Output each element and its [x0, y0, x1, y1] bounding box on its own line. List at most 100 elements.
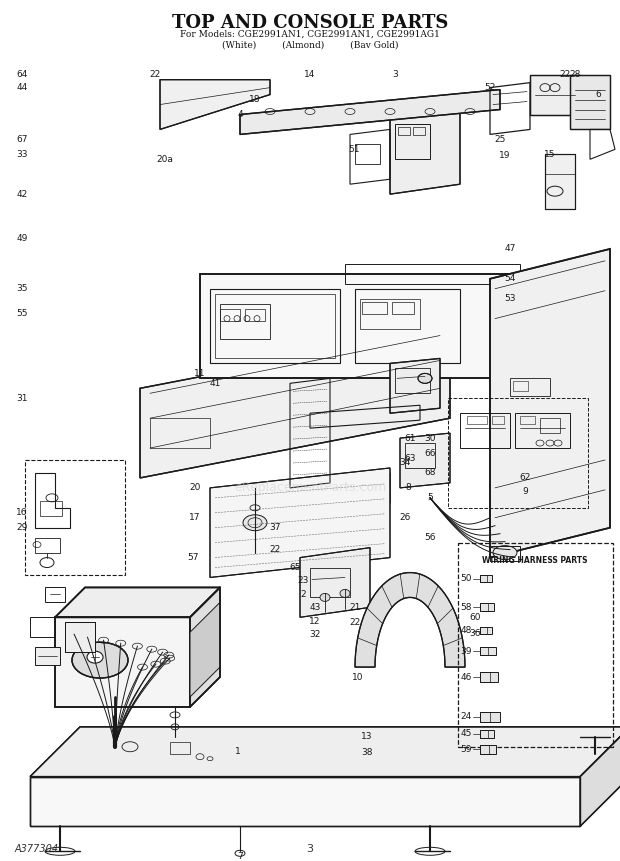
Polygon shape	[35, 647, 60, 665]
Text: 11: 11	[194, 369, 206, 378]
Text: 19: 19	[499, 151, 511, 160]
Polygon shape	[55, 617, 190, 707]
Bar	[448, 399, 588, 508]
Polygon shape	[355, 473, 390, 508]
Text: 68: 68	[424, 468, 436, 478]
Bar	[480, 628, 487, 635]
Text: 54: 54	[504, 275, 516, 283]
Bar	[480, 575, 487, 582]
Bar	[25, 460, 125, 574]
Bar	[395, 369, 430, 393]
Ellipse shape	[418, 374, 432, 383]
Text: 7: 7	[237, 852, 243, 861]
Bar	[480, 745, 489, 753]
Text: 63: 63	[404, 454, 416, 462]
Bar	[510, 378, 550, 396]
Polygon shape	[190, 587, 220, 707]
Text: 61: 61	[404, 434, 416, 443]
Text: 39: 39	[461, 647, 472, 656]
Polygon shape	[30, 777, 580, 827]
Text: 21: 21	[349, 603, 361, 612]
Text: 32: 32	[309, 629, 321, 639]
Text: 53: 53	[504, 294, 516, 303]
Text: 35: 35	[16, 284, 28, 294]
Text: 2: 2	[300, 590, 306, 599]
Text: 51: 51	[348, 145, 360, 154]
Text: 8: 8	[405, 483, 411, 492]
Bar	[480, 575, 492, 582]
Text: 50: 50	[461, 574, 472, 584]
Text: A377304: A377304	[15, 845, 59, 854]
Text: 64: 64	[16, 71, 28, 79]
Bar	[480, 712, 490, 722]
Text: 52: 52	[484, 84, 495, 92]
Text: 46: 46	[461, 672, 472, 682]
Bar	[480, 730, 488, 738]
Text: 66: 66	[424, 449, 436, 457]
Text: 29: 29	[16, 523, 28, 532]
Bar	[490, 546, 520, 561]
Text: WIRING HARNESS PARTS: WIRING HARNESS PARTS	[482, 555, 588, 565]
Text: 22: 22	[350, 618, 361, 627]
Text: 58: 58	[461, 603, 472, 612]
Bar	[480, 672, 498, 682]
Bar	[360, 299, 420, 329]
Polygon shape	[580, 727, 620, 827]
Text: 65: 65	[290, 563, 301, 572]
Text: 22: 22	[149, 71, 161, 79]
Bar	[467, 416, 487, 424]
Text: 20: 20	[189, 483, 201, 492]
Polygon shape	[140, 329, 450, 478]
Polygon shape	[530, 75, 580, 115]
Text: 6: 6	[595, 90, 601, 99]
Polygon shape	[190, 603, 220, 697]
Text: 44: 44	[16, 84, 28, 92]
Text: 28: 28	[569, 71, 581, 79]
Bar	[413, 127, 425, 135]
Bar	[458, 542, 613, 746]
Bar	[355, 145, 380, 164]
Polygon shape	[160, 80, 270, 129]
Bar	[480, 730, 494, 738]
Bar	[245, 308, 265, 320]
Ellipse shape	[340, 590, 350, 598]
Text: 24: 24	[461, 712, 472, 722]
Bar	[513, 381, 528, 391]
Bar	[540, 418, 560, 433]
Text: 49: 49	[16, 234, 28, 244]
Text: 30: 30	[424, 434, 436, 443]
Bar	[480, 647, 496, 655]
Text: 12: 12	[309, 616, 321, 626]
Text: 45: 45	[461, 729, 472, 738]
Text: 43: 43	[309, 603, 321, 612]
Text: 10: 10	[352, 672, 364, 682]
Text: 25: 25	[494, 135, 506, 144]
Text: 5: 5	[427, 493, 433, 502]
Bar	[362, 301, 387, 313]
Text: 42: 42	[16, 189, 28, 199]
Bar	[480, 672, 490, 682]
Polygon shape	[240, 90, 500, 134]
Text: 57: 57	[187, 553, 199, 562]
Text: (White)         (Almond)         (Bav Gold): (White) (Almond) (Bav Gold)	[222, 40, 398, 50]
Text: 36: 36	[469, 629, 481, 638]
Text: 20a: 20a	[157, 155, 174, 164]
Bar	[480, 628, 492, 635]
Text: For Models: CGE2991AN1, CGE2991AN1, CGE2991AG1: For Models: CGE2991AN1, CGE2991AN1, CGE2…	[180, 30, 440, 39]
Ellipse shape	[493, 546, 517, 560]
Text: 55: 55	[16, 309, 28, 318]
Bar	[395, 125, 430, 159]
Text: 15: 15	[544, 150, 556, 158]
Bar	[398, 127, 410, 135]
Polygon shape	[65, 623, 95, 652]
Polygon shape	[355, 573, 465, 667]
Text: 26: 26	[399, 513, 410, 523]
Text: 16: 16	[16, 508, 28, 517]
Text: 48: 48	[461, 626, 472, 635]
Text: 23: 23	[298, 576, 309, 585]
Polygon shape	[400, 433, 450, 488]
Bar	[220, 308, 240, 320]
Polygon shape	[30, 727, 620, 777]
Ellipse shape	[243, 515, 267, 530]
Polygon shape	[570, 75, 610, 129]
